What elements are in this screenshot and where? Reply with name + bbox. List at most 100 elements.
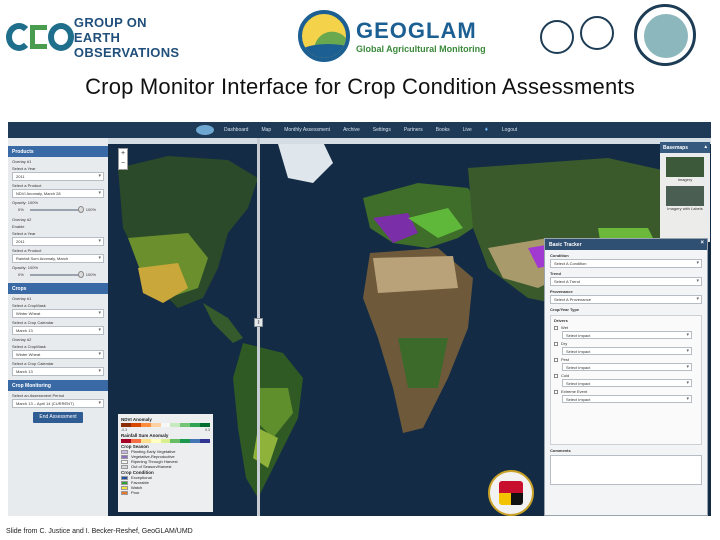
- provenance-select[interactable]: Select A Provenance: [550, 295, 702, 304]
- tracker-header[interactable]: Basic Tracker: [545, 239, 707, 250]
- driver-checkbox[interactable]: [554, 357, 558, 362]
- condition-legend-item: Favorable: [121, 480, 210, 485]
- select-year-label-2: Select a Year: [12, 231, 36, 236]
- year2-select[interactable]: 2011: [12, 237, 104, 246]
- driver-checkbox[interactable]: [554, 373, 558, 378]
- rain-swatch: [180, 439, 191, 443]
- condition-legend-title: Crop Condition: [121, 470, 154, 475]
- season-swatch: [121, 454, 128, 459]
- zoom-in-icon[interactable]: +: [120, 150, 126, 157]
- opacity1-knob[interactable]: [78, 206, 84, 213]
- crop-calendar1-label: Select a Crop Calendar: [12, 320, 54, 325]
- ndvi-swatch: [200, 423, 211, 427]
- nav-partners[interactable]: Partners: [403, 127, 423, 133]
- slide-title: Crop Monitor Interface for Crop Conditio…: [85, 74, 635, 99]
- opacity1-slider[interactable]: 0% 100%: [12, 206, 104, 214]
- year1-select[interactable]: 2011: [12, 172, 104, 181]
- swipe-handle-icon[interactable]: ‖: [254, 318, 263, 327]
- ndvi-swatch: [170, 423, 181, 427]
- nav-archive[interactable]: Archive: [343, 127, 360, 133]
- geo-line2: EARTH OBSERVATIONS: [73, 29, 180, 60]
- driver-impact-select[interactable]: Select Impact: [562, 379, 692, 387]
- nav-dashboard[interactable]: Dashboard: [224, 127, 249, 133]
- product2-select[interactable]: Rainfall Sum Anomaly, March: [12, 254, 104, 263]
- condition-legend-item: Poor: [121, 490, 210, 495]
- rain-swatch: [200, 439, 211, 443]
- condition-select[interactable]: Select A Condition: [550, 259, 702, 268]
- map-legend: NDVI Anomaly -0.3 0.3 Rainfall Sum Anomal…: [118, 414, 213, 512]
- crop-mask1-select[interactable]: Winter Wheat: [12, 309, 104, 318]
- ndvi-swatch: [121, 423, 131, 427]
- driver-impact-select[interactable]: Select Impact: [562, 395, 692, 403]
- geo-line1: GROUP ON: [73, 14, 147, 30]
- partner-logo-circles: [540, 4, 710, 68]
- driver-label: Extreme Event: [561, 389, 588, 394]
- crop-calendar1-select[interactable]: March 13: [12, 326, 104, 335]
- comments-textarea[interactable]: [550, 455, 702, 485]
- rain-swatch: [170, 439, 181, 443]
- season-swatch: [121, 459, 128, 464]
- basemaps-panel: Basemaps Imagery Imagery with Labels: [660, 142, 710, 242]
- products-header[interactable]: Products: [8, 146, 108, 157]
- product1-select[interactable]: NDVI Anomaly, March 28: [12, 189, 104, 198]
- opacity2-label: Opacity: 100%: [12, 265, 39, 270]
- ndvi-swatch: [190, 423, 201, 427]
- driver-item[interactable]: Cold: [554, 373, 698, 378]
- nav-live[interactable]: Live: [462, 127, 472, 133]
- nav-monthly-assessment[interactable]: Monthly Assessment: [284, 127, 331, 133]
- swipe-divider[interactable]: [257, 138, 260, 516]
- opacity1-label: Opacity: 100%: [12, 200, 39, 205]
- zoom-out-icon[interactable]: −: [120, 160, 126, 167]
- rain-swatch: [150, 439, 161, 443]
- geoglam-subtitle: Global Agricultural Monitoring: [356, 44, 486, 54]
- tracker-panel: Basic Tracker Condition Select A Conditi…: [544, 238, 708, 516]
- rain-swatch: [190, 439, 201, 443]
- trend-select[interactable]: Select A Trend: [550, 277, 702, 286]
- basemap-labels-label: Imagery with Labels: [667, 206, 703, 211]
- driver-item[interactable]: Pest: [554, 357, 698, 362]
- driver-item[interactable]: Extreme Event: [554, 389, 698, 394]
- crops-header[interactable]: Crops: [8, 283, 108, 294]
- ndvi-low: -0.3: [121, 428, 128, 432]
- basemap-imagery-label: Imagery: [677, 177, 693, 182]
- basemap-labels-thumb[interactable]: [666, 186, 704, 206]
- rain-swatch: [140, 439, 151, 443]
- condition-legend-list: Exceptional Favorable Watch Poor: [121, 475, 210, 495]
- driver-impact-select[interactable]: Select Impact: [562, 363, 692, 371]
- driver-checkbox[interactable]: [554, 341, 558, 346]
- season-legend-list: Planting Early Vegetative Vegetative-Repr…: [121, 449, 210, 469]
- app-logo-icon[interactable]: [196, 125, 214, 135]
- driver-item[interactable]: Dry: [554, 341, 698, 346]
- enable-checkbox[interactable]: Enable: [12, 224, 25, 229]
- geoglam-logo-mark: [298, 10, 350, 62]
- ndvi-swatch: [150, 423, 161, 427]
- zoom-control[interactable]: + −: [118, 148, 128, 170]
- crop-calendar2-label: Select a Crop Calendar: [12, 361, 54, 366]
- driver-impact-select[interactable]: Select Impact: [562, 331, 692, 339]
- nav-logout[interactable]: Logout: [501, 127, 518, 133]
- nav-books[interactable]: Books: [435, 127, 450, 133]
- crop-mask2-select[interactable]: Winter Wheat: [12, 350, 104, 359]
- geo-logo-mark: [6, 19, 74, 55]
- opacity2-knob[interactable]: [78, 271, 84, 278]
- driver-label: Pest: [561, 357, 570, 362]
- driver-impact-select[interactable]: Select Impact: [562, 347, 692, 355]
- nav-map[interactable]: Map: [261, 127, 272, 133]
- crop-calendar2-select[interactable]: March 13: [12, 367, 104, 376]
- twitter-icon[interactable]: ♦: [484, 127, 488, 133]
- nav-settings[interactable]: Settings: [372, 127, 391, 133]
- basemap-imagery-thumb[interactable]: [666, 157, 704, 177]
- driver-item[interactable]: Wet: [554, 325, 698, 330]
- ndvi-swatch: [130, 423, 141, 427]
- season-legend-item: Ripening Through Harvest: [121, 459, 210, 464]
- basemaps-header[interactable]: Basemaps: [660, 142, 710, 153]
- end-assessment-button[interactable]: End Assessment: [33, 412, 83, 423]
- opacity2-slider[interactable]: 0% 100%: [12, 271, 104, 279]
- crop-overlay2-label: Overlay #2: [12, 337, 32, 342]
- crop-monitoring-header[interactable]: Crop Monitoring: [8, 380, 108, 391]
- comments-label: Comments: [550, 448, 571, 453]
- driver-checkbox[interactable]: [554, 389, 558, 394]
- assessment-period-select[interactable]: March 13 – April 14 (CURRENT): [12, 399, 104, 408]
- driver-checkbox[interactable]: [554, 325, 558, 330]
